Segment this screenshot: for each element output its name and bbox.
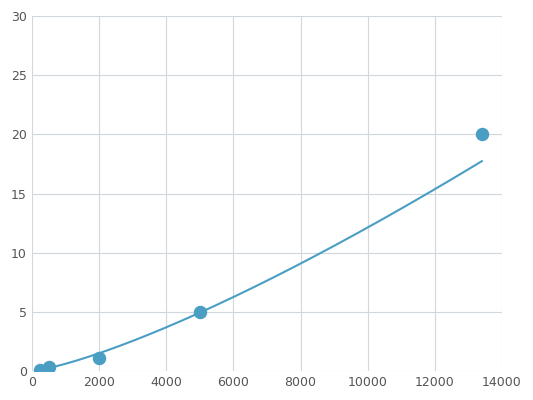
Point [196,309,204,315]
Point [44,364,53,371]
Point [36,367,45,373]
Point [478,131,486,138]
Point [95,355,103,361]
